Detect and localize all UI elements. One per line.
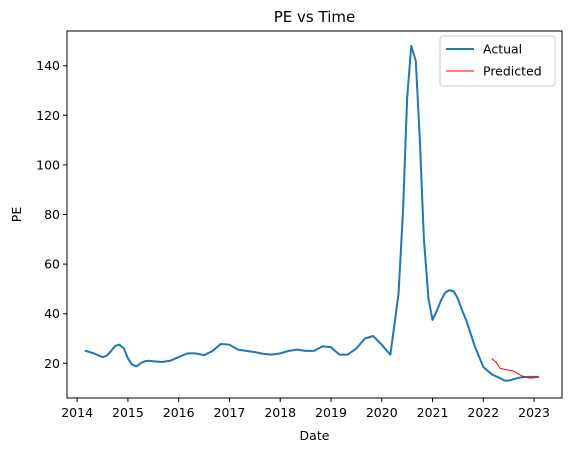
chart-title: PE vs Time [274, 8, 355, 26]
legend: Actual Predicted [439, 35, 556, 87]
y-tick-label: 40 [44, 306, 60, 321]
x-tick-label: 2022 [467, 405, 499, 420]
legend-label-actual: Actual [483, 42, 522, 57]
y-axis-label: PE [9, 207, 24, 223]
x-tick-label: 2019 [315, 405, 347, 420]
x-tick-label: 2015 [112, 405, 144, 420]
y-tick-label: 140 [36, 58, 60, 73]
y-tick-label: 20 [44, 356, 60, 371]
x-axis-label: Date [300, 428, 330, 443]
series-line-actual [84, 44, 540, 382]
x-tick-label: 2020 [366, 405, 398, 420]
series-line-predicted [491, 358, 539, 379]
y-tick-label: 80 [44, 207, 60, 222]
y-tick-label: 120 [36, 108, 60, 123]
x-tick-label: 2016 [163, 405, 195, 420]
y-tick-label: 100 [36, 157, 60, 172]
x-tick-label: 2014 [61, 405, 93, 420]
axes: 2014 2015 2016 2017 2018 2019 2020 2021 2022 2023… [36, 30, 563, 420]
x-tick-label: 2018 [264, 405, 296, 420]
x-tick-label: 2023 [518, 405, 550, 420]
x-tick-label: 2021 [417, 405, 449, 420]
y-tick-label: 60 [44, 257, 60, 272]
x-tick-label: 2017 [214, 405, 246, 420]
legend-label-predicted: Predicted [483, 64, 542, 79]
plot-area [84, 44, 540, 382]
